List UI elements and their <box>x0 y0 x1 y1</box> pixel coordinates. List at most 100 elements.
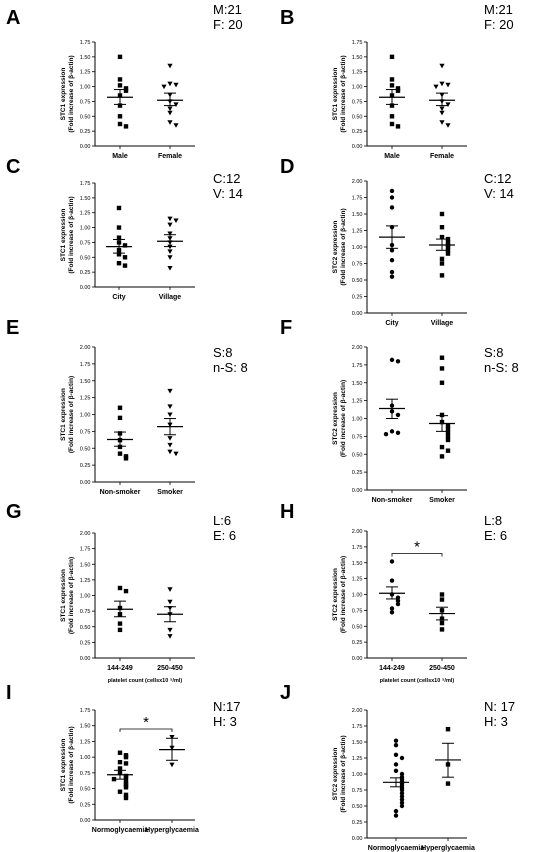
data-point <box>439 225 445 230</box>
data-point <box>116 261 122 266</box>
data-point <box>167 110 173 116</box>
series-normoglycaemia: Normoglycaemia <box>92 750 148 834</box>
data-point <box>389 559 395 564</box>
x-tick-label: Smoker <box>157 489 183 496</box>
data-point <box>173 82 179 88</box>
data-point <box>445 427 451 432</box>
y-axis-label: (Fold increase of β-actin) <box>340 735 347 812</box>
panel-letter: F <box>280 317 292 339</box>
data-point <box>389 54 395 60</box>
panel-letter: D <box>280 156 294 178</box>
y-tick-label: 1.25 <box>80 70 91 76</box>
data-point <box>123 456 129 461</box>
y-axis-label: STC1 expression <box>60 569 67 622</box>
data-point <box>123 88 129 93</box>
data-point <box>393 738 399 743</box>
count-label: S:8 <box>213 345 233 360</box>
data-point <box>439 454 445 459</box>
x-tick-label: Female <box>158 153 182 160</box>
data-point <box>389 121 395 127</box>
data-point <box>439 256 445 262</box>
data-point <box>389 248 395 253</box>
data-point <box>445 102 451 107</box>
data-point <box>439 355 445 360</box>
y-tick-label: 0.75 <box>80 99 91 105</box>
y-tick-label: 1.25 <box>352 70 363 76</box>
data-point <box>445 123 451 128</box>
y-tick-label: 0.00 <box>352 656 363 662</box>
y-tick-label: 0.75 <box>80 609 91 615</box>
y-tick-label: 1.50 <box>352 561 363 567</box>
count-label: V: 14 <box>484 186 514 201</box>
y-tick-label: 1.75 <box>352 545 363 551</box>
count-label: n-S: 8 <box>484 360 519 375</box>
panel-letter: B <box>280 7 294 29</box>
x-tick-label: Village <box>431 320 454 327</box>
data-point <box>117 114 123 119</box>
y-tick-label: 1.50 <box>352 740 363 746</box>
data-point <box>399 803 405 809</box>
count-label: N:17 <box>213 699 240 714</box>
count-label: M:21 <box>213 2 242 17</box>
count-label: L:8 <box>484 513 502 528</box>
data-point <box>117 627 123 633</box>
significance-bracket <box>391 553 443 557</box>
count-label: E: 6 <box>213 528 236 543</box>
count-label: n-S: 8 <box>213 360 248 375</box>
x-tick-label: Male <box>112 153 128 160</box>
data-point <box>389 83 395 88</box>
data-point <box>116 205 122 211</box>
data-point <box>445 251 451 256</box>
y-tick-label: 1.25 <box>80 211 91 217</box>
data-point <box>123 754 129 760</box>
x-tick-label: Female <box>430 153 454 160</box>
data-point <box>123 86 129 91</box>
data-point <box>123 761 129 766</box>
data-point <box>395 86 401 91</box>
x-tick-label: Normoglycaemia <box>368 845 425 852</box>
y-axis-label: (Fold increase of β-actin) <box>340 380 347 457</box>
data-point <box>167 587 173 592</box>
panel-letter: C <box>6 156 20 178</box>
data-point <box>439 412 445 418</box>
data-point <box>123 778 129 784</box>
data-point <box>389 205 395 210</box>
y-tick-label: 0.75 <box>80 429 91 435</box>
data-point <box>393 752 399 757</box>
y-axis-label: STC1 expression <box>60 739 67 792</box>
data-point <box>167 599 173 605</box>
data-point <box>439 120 445 125</box>
y-tick-label: 1.25 <box>352 756 363 762</box>
y-tick-label: 0.50 <box>352 452 363 458</box>
panel-i: I N:17H: 3 0.00 0.25 0.50 0.75 1.00 1.25 1.50 1.7… <box>6 682 240 834</box>
data-point <box>393 762 399 767</box>
data-point <box>389 258 395 263</box>
data-point <box>122 243 128 248</box>
data-point <box>167 265 173 271</box>
data-point <box>439 110 445 116</box>
data-point <box>173 451 179 457</box>
y-tick-label: 0.50 <box>80 787 91 793</box>
data-point <box>117 585 123 591</box>
y-tick-label: 0.25 <box>80 129 91 135</box>
data-point <box>393 743 399 748</box>
y-axis-label: (Fold increase of β-actin) <box>68 726 75 803</box>
panel-letter: H <box>280 501 294 523</box>
y-tick-label: 2.00 <box>352 345 363 351</box>
data-point <box>169 762 175 768</box>
data-point <box>393 813 399 818</box>
series-city: City <box>379 188 405 327</box>
data-point <box>117 83 123 88</box>
data-point <box>439 444 445 450</box>
data-point <box>445 434 451 439</box>
data-point <box>167 106 173 112</box>
data-point <box>167 81 173 87</box>
y-tick-label: 1.00 <box>80 85 91 91</box>
series-144-249: 144-249 <box>379 559 405 672</box>
x-tick-label: Hyperglycaemia <box>421 845 475 852</box>
data-point <box>383 432 389 437</box>
data-point <box>123 785 129 790</box>
data-point <box>395 124 401 129</box>
y-tick-label: 0.75 <box>352 434 363 440</box>
